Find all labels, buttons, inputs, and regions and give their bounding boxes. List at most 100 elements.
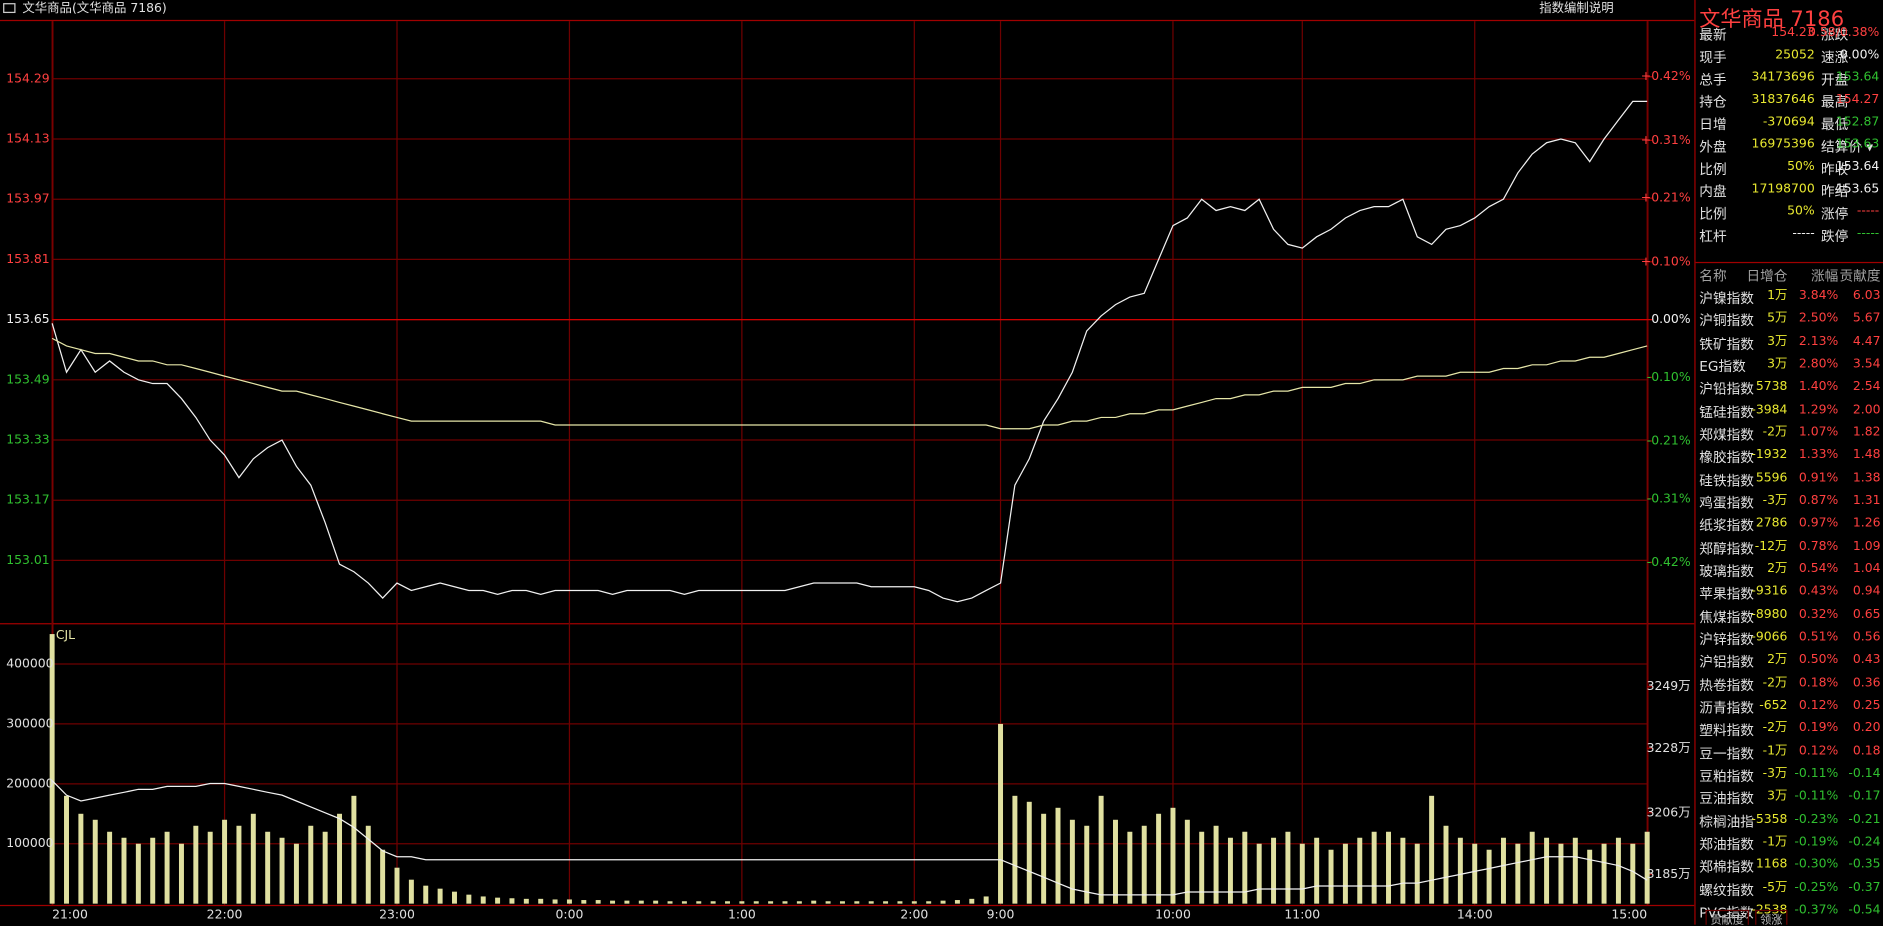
volume-bar xyxy=(466,894,472,904)
index-name[interactable]: 郑棉指数 xyxy=(1699,859,1754,876)
y2-tick-label: +0.10% xyxy=(1641,253,1691,268)
volume-bar xyxy=(423,885,429,904)
volume-bar xyxy=(1242,831,1248,904)
index-name[interactable]: 豆油指数 xyxy=(1699,790,1754,808)
index-name[interactable]: 郑煤指数 xyxy=(1699,426,1754,444)
index-cell: 3万 xyxy=(1767,789,1788,804)
index-cell: -5358 xyxy=(1751,812,1788,827)
index-name[interactable]: 橡胶指数 xyxy=(1699,449,1754,466)
volume-bar xyxy=(1069,819,1075,904)
volume-bar xyxy=(394,867,400,904)
index-name[interactable]: 沪铝指数 xyxy=(1699,654,1754,671)
index-doc-link[interactable]: 指数编制说明 xyxy=(1539,0,1613,15)
quote-value: 153.63 xyxy=(1835,137,1880,152)
index-name[interactable]: 铁矿指数 xyxy=(1699,335,1754,353)
index-name[interactable]: EG指数 xyxy=(1699,358,1746,375)
index-name[interactable]: 玻璃指数 xyxy=(1699,563,1754,580)
index-name[interactable]: 沥青指数 xyxy=(1699,699,1754,717)
quote-value: 153.65 xyxy=(1835,182,1880,197)
chart: 文华商品(文华商品 7186) 指数编制说明 CJL 21:00 22:00 23:… xyxy=(0,0,1695,921)
volume-bar xyxy=(1443,825,1449,904)
x-tick-label: 22:00 xyxy=(207,906,243,921)
index-name[interactable]: 纸浆指数 xyxy=(1699,517,1754,535)
index-cell: 1.40% xyxy=(1798,380,1839,394)
index-name[interactable]: 硅铁指数 xyxy=(1699,472,1754,489)
x-tick-label: 2:00 xyxy=(900,906,928,921)
index-name[interactable]: 螺纹指数 xyxy=(1699,882,1754,899)
volume-bar xyxy=(681,901,687,904)
volume-bar xyxy=(1113,819,1118,904)
index-cell: 0.50% xyxy=(1798,653,1839,667)
x-tick-label: 10:00 xyxy=(1155,906,1191,921)
y-tick-label: 154.29 xyxy=(6,70,50,85)
index-name[interactable]: 塑料指数 xyxy=(1699,722,1754,739)
index-cell: 0.36 xyxy=(1852,676,1881,690)
index-name[interactable]: 苹果指数 xyxy=(1699,586,1754,603)
volume-bar xyxy=(1472,843,1478,904)
column-header: 涨幅 xyxy=(1811,268,1839,285)
volume-bar xyxy=(610,900,616,904)
y-tick-label: 400000 xyxy=(6,656,53,671)
column-header: 名称 xyxy=(1699,268,1727,285)
index-cell: -0.37 xyxy=(1848,880,1881,895)
index-name[interactable]: 郑油指数 xyxy=(1699,836,1754,853)
volume-bar xyxy=(480,896,486,904)
volume-bar xyxy=(523,898,529,904)
volume-bar xyxy=(250,813,256,904)
index-cell: -0.24 xyxy=(1848,835,1881,849)
index-cell: -12万 xyxy=(1754,539,1788,554)
index-name[interactable]: 沪铜指数 xyxy=(1699,313,1754,330)
volume-bar xyxy=(1227,837,1233,904)
volume-bar xyxy=(279,837,285,904)
index-cell: -8980 xyxy=(1751,607,1788,622)
tab[interactable]: 领涨 xyxy=(1755,909,1788,925)
volume-bar xyxy=(839,901,845,904)
index-cell: -0.25% xyxy=(1794,880,1839,895)
index-name[interactable]: 豆一指数 xyxy=(1699,745,1754,762)
index-cell: 3.54 xyxy=(1852,357,1881,372)
x-tick-label: 11:00 xyxy=(1284,906,1320,921)
volume-bar xyxy=(351,795,357,904)
index-name[interactable]: 锰硅指数 xyxy=(1699,404,1754,421)
quote-value: 25052 xyxy=(1775,48,1815,63)
index-name[interactable]: 热卷指数 xyxy=(1699,677,1754,694)
volume-bar xyxy=(1400,837,1406,904)
open-interest-line xyxy=(51,780,1648,896)
side-panel: 文华商品 7186 最新 154.23 涨跌 0.58/0.38% 现手 25052 速涨 0.… xyxy=(1694,0,1883,925)
index-cell: -0.14 xyxy=(1848,767,1881,781)
volume-bar xyxy=(954,900,960,904)
tab[interactable]: 贡献度 xyxy=(1705,909,1749,925)
index-cell: 0.51% xyxy=(1798,630,1839,645)
volume-bar xyxy=(883,901,889,904)
index-name[interactable]: 焦煤指数 xyxy=(1699,608,1754,626)
volume-bar xyxy=(308,825,314,904)
quote-label[interactable]: 结算价 ▾ xyxy=(1820,139,1874,156)
volume-bar xyxy=(121,837,127,904)
volume-bar xyxy=(796,901,802,904)
marks xyxy=(49,100,1650,904)
index-cell: 5.67 xyxy=(1852,311,1881,326)
index-name[interactable]: 沪镍指数 xyxy=(1699,290,1754,307)
index-name[interactable]: PVC指数 xyxy=(1699,904,1754,921)
quote-label: 跌停 xyxy=(1820,228,1849,245)
volume-bar xyxy=(337,813,343,904)
index-name[interactable]: 郑醇指数 xyxy=(1699,540,1754,557)
index-cell: 1.04 xyxy=(1852,562,1881,576)
index-name[interactable]: 鸡蛋指数 xyxy=(1699,495,1754,512)
index-cell: 0.43 xyxy=(1852,653,1881,667)
grid xyxy=(51,21,1653,905)
quote-value: 154.23 xyxy=(1771,26,1815,40)
index-name[interactable]: 棕榈油指 xyxy=(1699,813,1754,830)
x-tick-label: 1:00 xyxy=(728,906,756,921)
x-tick-label: 9:00 xyxy=(987,906,1015,921)
quote-value: 17198700 xyxy=(1751,182,1815,197)
index-cell: -0.11% xyxy=(1794,789,1839,804)
volume-bar xyxy=(293,843,299,904)
index-cell: -0.17 xyxy=(1848,789,1881,804)
quote-value: 154.27 xyxy=(1835,93,1880,107)
quote-label: 比例 xyxy=(1699,206,1727,223)
index-name[interactable]: 沪铅指数 xyxy=(1699,381,1754,398)
index-name[interactable]: 沪锌指数 xyxy=(1699,631,1754,648)
index-name[interactable]: 豆粕指数 xyxy=(1699,768,1754,785)
volume-bar xyxy=(509,898,515,904)
